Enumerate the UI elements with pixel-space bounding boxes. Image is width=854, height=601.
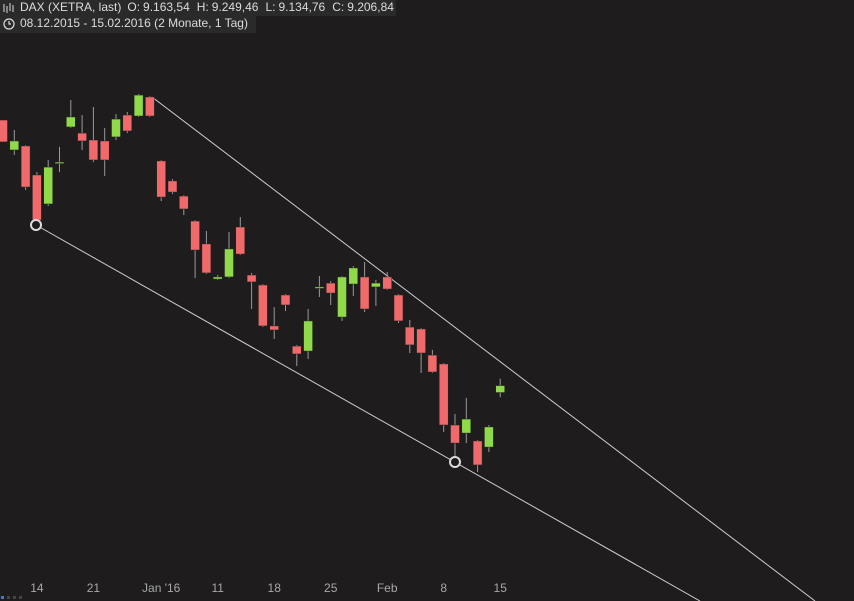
- quote-value: 9.163,54: [143, 0, 190, 14]
- candle-body: [111, 118, 121, 138]
- candle-body: [303, 320, 313, 352]
- trend-line: [35, 224, 701, 601]
- candle-body: [382, 276, 392, 290]
- candle-body: [54, 161, 65, 164]
- candle-body: [461, 418, 472, 434]
- candle-body: [0, 119, 8, 143]
- range-box: [0, 16, 256, 33]
- candle-body: [156, 160, 166, 198]
- candle-body: [77, 132, 87, 142]
- candle-body: [405, 326, 415, 346]
- candle-body: [337, 276, 347, 318]
- x-tick-label: Jan '16: [142, 581, 181, 595]
- candle-body: [9, 140, 20, 151]
- candle-body: [438, 363, 449, 426]
- x-tick-label: 14: [30, 581, 44, 595]
- quote: O: 9.163,54 H: 9.249,46 L: 9.134,76 C: 9.206,84: [127, 0, 394, 14]
- candle-body: [145, 96, 155, 117]
- candle-body: [393, 294, 404, 322]
- x-tick-label: 11: [211, 581, 224, 595]
- candle-body: [43, 166, 53, 205]
- x-tick-label: 21: [87, 581, 101, 595]
- candle-body: [416, 328, 426, 354]
- quote-value: 9.249,46: [212, 0, 259, 14]
- candle-body: [371, 282, 381, 288]
- instrument-title: DAX (XETRA, last): [20, 0, 121, 14]
- status-dots: [1, 596, 22, 599]
- candle-body: [20, 145, 31, 188]
- candle-body: [359, 276, 370, 310]
- x-tick-label: 15: [494, 581, 508, 595]
- quote-label: L:: [265, 0, 275, 14]
- candle-body: [325, 282, 336, 294]
- candle-body: [450, 424, 460, 444]
- candle-body: [99, 140, 110, 161]
- anchor-point: [449, 456, 461, 468]
- candle-body: [484, 426, 494, 448]
- candle-body: [179, 195, 189, 210]
- candle-body: [88, 139, 99, 161]
- candle-body: [32, 174, 42, 221]
- anchor-point: [30, 219, 42, 231]
- candle-body: [66, 116, 76, 128]
- candle-body: [269, 325, 279, 331]
- candle-body: [201, 243, 212, 274]
- date-range: 08.12.2015 - 15.02.2016 (2 Monate, 1 Tag…: [20, 16, 248, 30]
- candle-body: [212, 276, 223, 280]
- clock-icon: [3, 18, 15, 30]
- quote-value: 9.206,84: [347, 0, 394, 14]
- candle-body: [280, 294, 291, 306]
- candle-body: [472, 440, 483, 466]
- trend-line: [151, 96, 816, 601]
- quote-value: 9.134,76: [278, 0, 325, 14]
- candle-body: [235, 226, 246, 255]
- candle-body: [495, 385, 505, 393]
- plot: 14 21 Jan '16 11 18 25 Feb 8 15: [0, 93, 508, 595]
- candle-body: [292, 345, 302, 355]
- candle-body: [133, 94, 144, 117]
- candle-body: [258, 284, 268, 327]
- candle-body: [427, 354, 438, 373]
- x-tick-label: 25: [324, 581, 338, 595]
- x-tick-label: 8: [440, 581, 447, 595]
- candle-body: [122, 114, 133, 132]
- chart-icon: [3, 3, 14, 13]
- x-tick-label: Feb: [377, 581, 398, 595]
- candle-body: [224, 248, 234, 278]
- candle-body: [190, 220, 200, 251]
- candle-body: [167, 180, 178, 193]
- candle-body: [246, 274, 257, 283]
- candle-body: [314, 286, 325, 289]
- quote-label: O:: [127, 0, 140, 14]
- quote-label: C:: [332, 0, 344, 14]
- x-tick-label: 18: [268, 581, 282, 595]
- header-box: [0, 0, 396, 16]
- candle-body: [348, 267, 359, 285]
- quote-label: H:: [197, 0, 209, 14]
